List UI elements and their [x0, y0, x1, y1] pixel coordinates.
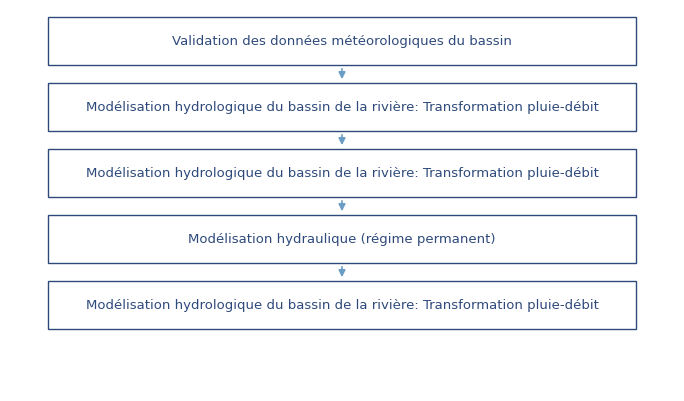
- FancyBboxPatch shape: [48, 215, 636, 263]
- Text: Modélisation hydrologique du bassin de la rivière: Transformation pluie-débit: Modélisation hydrologique du bassin de l…: [86, 101, 598, 114]
- Text: Modélisation hydrologique du bassin de la rivière: Transformation pluie-débit: Modélisation hydrologique du bassin de l…: [86, 299, 598, 312]
- FancyBboxPatch shape: [48, 84, 636, 132]
- Text: Validation des données météorologiques du bassin: Validation des données météorologiques d…: [172, 35, 512, 49]
- Text: Modélisation hydraulique (régime permanent): Modélisation hydraulique (régime permane…: [188, 233, 496, 246]
- FancyBboxPatch shape: [48, 18, 636, 66]
- Text: Modélisation hydrologique du bassin de la rivière: Transformation pluie-débit: Modélisation hydrologique du bassin de l…: [86, 167, 598, 180]
- FancyBboxPatch shape: [48, 281, 636, 329]
- FancyBboxPatch shape: [48, 150, 636, 198]
